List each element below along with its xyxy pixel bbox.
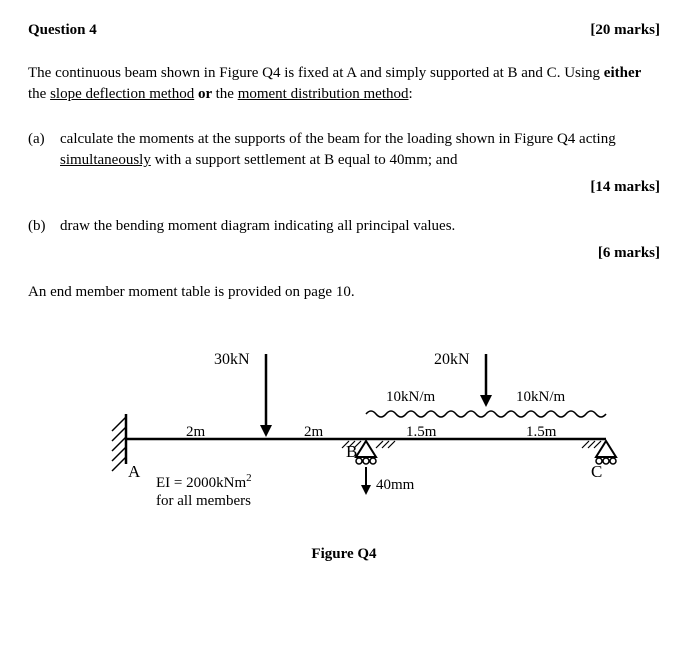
intro-method2: moment distribution method (238, 86, 409, 102)
label-span4: 1.5m (526, 424, 557, 440)
label-settlement: 40mm (376, 477, 415, 493)
ei-note: EI = 2000kNm2 for all members (156, 472, 252, 509)
label-node-a: A (128, 462, 141, 481)
load-30kn: 30kN (214, 351, 272, 437)
part-a-body: calculate the moments at the supports of… (60, 129, 660, 171)
part-b-label: (b) (28, 216, 60, 237)
ei-sup: 2 (246, 472, 252, 484)
part-a-marks-row: [14 marks] (28, 177, 660, 198)
intro-suffix: : (409, 86, 413, 102)
intro-either: either (604, 65, 641, 81)
figure-caption: Figure Q4 (66, 544, 622, 565)
load-20kn: 20kN (434, 351, 492, 407)
part-a-marks: [14 marks] (590, 177, 660, 198)
part-a-underlined: simultaneously (60, 152, 151, 168)
support-c (582, 441, 616, 464)
part-b-body: draw the bending moment diagram indicati… (60, 216, 660, 237)
total-marks: [20 marks] (590, 20, 660, 41)
svg-text:EI = 2000kNm2: EI = 2000kNm2 (156, 472, 252, 491)
note-text: An end member moment table is provided o… (28, 282, 660, 303)
label-udl2: 10kN/m (516, 389, 566, 405)
part-b: (b) draw the bending moment diagram indi… (28, 216, 660, 237)
question-header: Question 4 [20 marks] (28, 20, 660, 41)
intro-prefix: The continuous beam shown in Figure Q4 i… (28, 65, 604, 81)
label-span2: 2m (304, 424, 324, 440)
part-a-label: (a) (28, 129, 60, 171)
label-load-30: 30kN (214, 351, 250, 368)
part-a-text-after: with a support settlement at B equal to … (151, 152, 458, 168)
ei-line1: EI = 2000kNm (156, 475, 246, 491)
label-load-20: 20kN (434, 351, 470, 368)
part-b-marks-row: [6 marks] (28, 243, 660, 264)
label-node-c: C (591, 462, 602, 481)
beam-diagram: A B C 30kN (66, 329, 622, 529)
intro-method1: slope deflection method (50, 86, 194, 102)
label-udl1: 10kN/m (386, 389, 436, 405)
label-span1: 2m (186, 424, 206, 440)
ei-line2: for all members (156, 493, 251, 509)
figure-q4: A B C 30kN (66, 329, 622, 565)
intro-or: or (194, 86, 215, 102)
question-intro: The continuous beam shown in Figure Q4 i… (28, 63, 660, 105)
settlement-arrow: 40mm (361, 467, 415, 495)
support-a-fixed (112, 414, 126, 471)
label-span3: 1.5m (406, 424, 437, 440)
label-node-b: B (346, 442, 357, 461)
question-title: Question 4 (28, 20, 97, 41)
part-a: (a) calculate the moments at the support… (28, 129, 660, 171)
part-b-marks: [6 marks] (598, 243, 660, 264)
part-a-text-before: calculate the moments at the supports of… (60, 131, 616, 147)
